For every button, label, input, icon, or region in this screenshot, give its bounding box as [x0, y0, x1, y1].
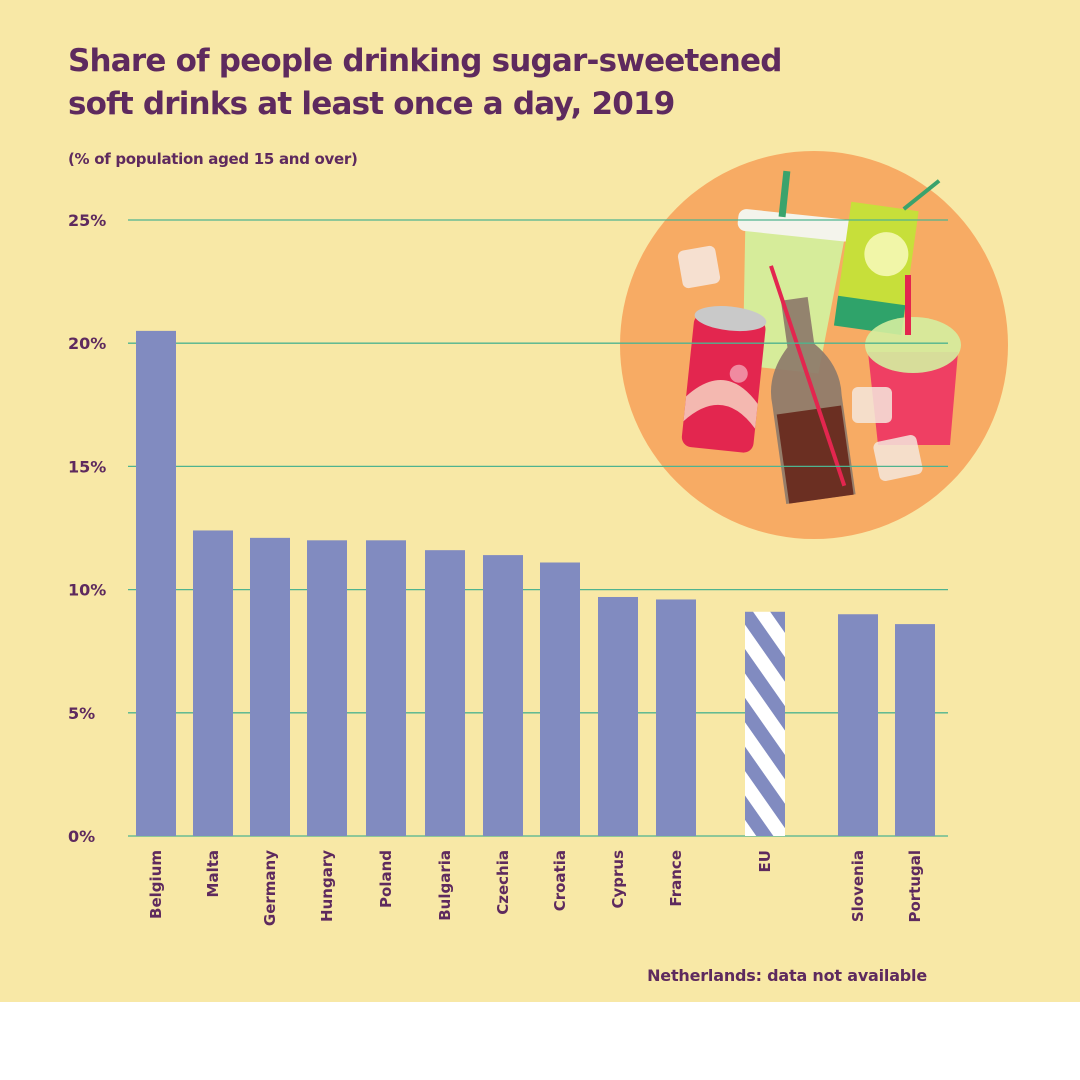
- bar-croatia: [540, 562, 580, 836]
- x-tick-label: Czechia: [494, 850, 512, 915]
- y-tick-label: 20%: [68, 334, 106, 353]
- soft-drinks-illustration: [620, 151, 1008, 539]
- bar-cyprus: [598, 596, 638, 836]
- bar-france: [656, 599, 696, 836]
- x-tick-label: Hungary: [318, 850, 336, 922]
- x-tick-label: EU: [756, 850, 774, 872]
- x-tick-label: Belgium: [147, 850, 165, 919]
- x-tick-label: Poland: [377, 850, 395, 908]
- y-tick-label: 10%: [68, 581, 106, 600]
- y-tick-label: 5%: [68, 704, 95, 723]
- x-tick-label: Germany: [261, 850, 279, 926]
- x-tick-label: Croatia: [551, 850, 569, 911]
- bar-belgium: [136, 330, 176, 836]
- chart-title: Share of people drinking sugar-sweetened…: [68, 43, 782, 122]
- bar-hungary: [307, 540, 347, 836]
- bar-slovenia: [838, 614, 878, 836]
- x-tick-label: France: [667, 850, 685, 907]
- footnote: Netherlands: data not available: [647, 966, 927, 985]
- bar-portugal: [895, 624, 935, 836]
- x-tick-label: Slovenia: [849, 850, 867, 922]
- y-tick-label: 0%: [68, 827, 95, 846]
- bar-bulgaria: [425, 550, 465, 836]
- x-tick-label: Cyprus: [609, 850, 627, 909]
- y-tick-label: 25%: [68, 211, 106, 230]
- x-tick-label: Malta: [204, 850, 222, 897]
- x-tick-label: Bulgaria: [436, 850, 454, 921]
- y-tick-label: 15%: [68, 457, 106, 476]
- bar-chart: 0% 5% 10% 15% 20% 25% Belgium Malta Germany Hunga…: [68, 151, 1008, 926]
- bar-germany: [250, 537, 290, 836]
- x-tick-label: Portugal: [906, 850, 924, 923]
- bar-eu: [745, 611, 785, 836]
- bar-malta: [193, 530, 233, 836]
- chart-subtitle: (% of population aged 15 and over): [68, 150, 358, 168]
- bar-czechia: [483, 555, 523, 836]
- bar-poland: [366, 540, 406, 836]
